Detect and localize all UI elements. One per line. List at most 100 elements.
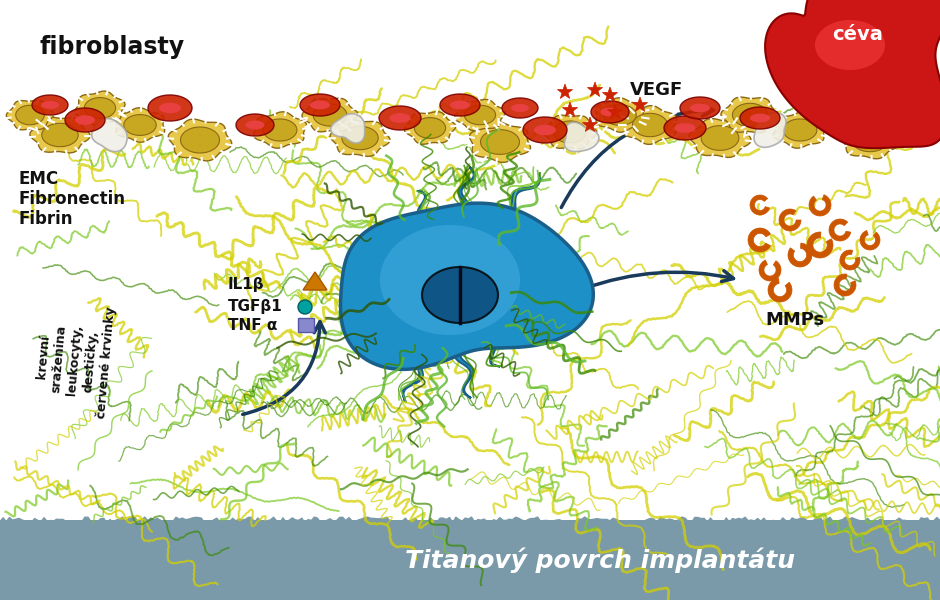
Polygon shape (680, 97, 720, 119)
Polygon shape (303, 272, 327, 290)
Polygon shape (450, 101, 470, 109)
Polygon shape (92, 119, 127, 152)
Polygon shape (30, 117, 90, 153)
Polygon shape (455, 100, 506, 131)
Polygon shape (829, 103, 851, 113)
Polygon shape (886, 104, 933, 136)
Polygon shape (148, 95, 192, 121)
Polygon shape (840, 121, 900, 159)
Polygon shape (447, 242, 554, 292)
Polygon shape (445, 274, 524, 325)
Polygon shape (417, 191, 462, 282)
Polygon shape (440, 94, 480, 116)
Text: Fibronectin: Fibronectin (18, 190, 125, 208)
Polygon shape (7, 100, 54, 130)
Polygon shape (675, 123, 696, 133)
Polygon shape (41, 101, 59, 109)
Polygon shape (748, 228, 771, 252)
Polygon shape (298, 318, 314, 332)
Polygon shape (623, 106, 677, 145)
Polygon shape (759, 260, 781, 281)
Polygon shape (464, 105, 495, 125)
Polygon shape (236, 114, 274, 136)
Polygon shape (502, 98, 538, 118)
Polygon shape (444, 173, 540, 289)
Text: Titanový povrch implantátu: Titanový povrch implantátu (405, 547, 795, 573)
Polygon shape (387, 230, 451, 291)
Text: céva: céva (833, 25, 884, 44)
Polygon shape (788, 243, 812, 267)
Polygon shape (583, 117, 598, 131)
Polygon shape (774, 112, 826, 148)
Polygon shape (330, 119, 390, 157)
Polygon shape (765, 0, 940, 148)
Polygon shape (469, 122, 530, 163)
Text: fibroblasty: fibroblasty (40, 35, 185, 59)
Polygon shape (783, 119, 817, 141)
Polygon shape (890, 121, 910, 130)
Polygon shape (834, 274, 856, 296)
Text: VEGF: VEGF (630, 81, 683, 99)
Polygon shape (860, 230, 880, 250)
Polygon shape (357, 276, 459, 339)
Polygon shape (852, 128, 888, 152)
Polygon shape (633, 113, 667, 137)
Text: EMC: EMC (18, 170, 58, 188)
Polygon shape (310, 101, 330, 109)
Polygon shape (603, 104, 636, 125)
Polygon shape (511, 104, 529, 112)
Polygon shape (436, 279, 474, 398)
Polygon shape (302, 98, 358, 132)
Polygon shape (664, 116, 706, 140)
Polygon shape (815, 20, 885, 70)
Text: MMPs: MMPs (765, 311, 824, 329)
Polygon shape (523, 117, 567, 143)
Polygon shape (768, 278, 792, 302)
Polygon shape (907, 116, 940, 143)
Text: TNF α: TNF α (228, 317, 277, 332)
Polygon shape (263, 119, 297, 141)
Polygon shape (754, 113, 786, 148)
Polygon shape (356, 242, 454, 286)
Polygon shape (543, 115, 597, 149)
Polygon shape (254, 112, 306, 148)
Text: krevní
sraženina
leukocyty,
destičky,
červené krvinky: krevní sraženina leukocyty, destičky, če… (32, 301, 118, 419)
Polygon shape (588, 82, 603, 97)
Polygon shape (331, 113, 365, 143)
Polygon shape (124, 115, 156, 136)
Polygon shape (168, 119, 232, 161)
Polygon shape (361, 267, 451, 299)
Text: Fibrin: Fibrin (18, 210, 72, 228)
Polygon shape (603, 87, 618, 101)
Polygon shape (159, 103, 181, 113)
Polygon shape (633, 97, 648, 112)
Bar (0, 520, 940, 600)
Polygon shape (595, 98, 645, 132)
Polygon shape (402, 275, 458, 402)
Polygon shape (896, 110, 924, 130)
Polygon shape (750, 195, 770, 215)
Polygon shape (591, 101, 629, 123)
Polygon shape (534, 125, 556, 135)
Polygon shape (342, 127, 378, 149)
Polygon shape (557, 84, 572, 98)
Polygon shape (480, 130, 520, 154)
Polygon shape (607, 104, 622, 118)
Polygon shape (689, 119, 751, 157)
Polygon shape (65, 108, 105, 132)
Polygon shape (779, 209, 801, 231)
Polygon shape (442, 167, 475, 282)
Polygon shape (439, 277, 500, 367)
Polygon shape (690, 104, 710, 112)
Polygon shape (85, 98, 116, 118)
Polygon shape (300, 94, 340, 116)
Text: IL1β: IL1β (228, 277, 265, 292)
Polygon shape (554, 121, 587, 143)
Polygon shape (389, 113, 411, 123)
Polygon shape (809, 195, 831, 216)
Polygon shape (380, 225, 520, 335)
Polygon shape (807, 232, 833, 258)
Polygon shape (732, 103, 768, 127)
Polygon shape (740, 107, 780, 129)
Polygon shape (116, 108, 164, 142)
